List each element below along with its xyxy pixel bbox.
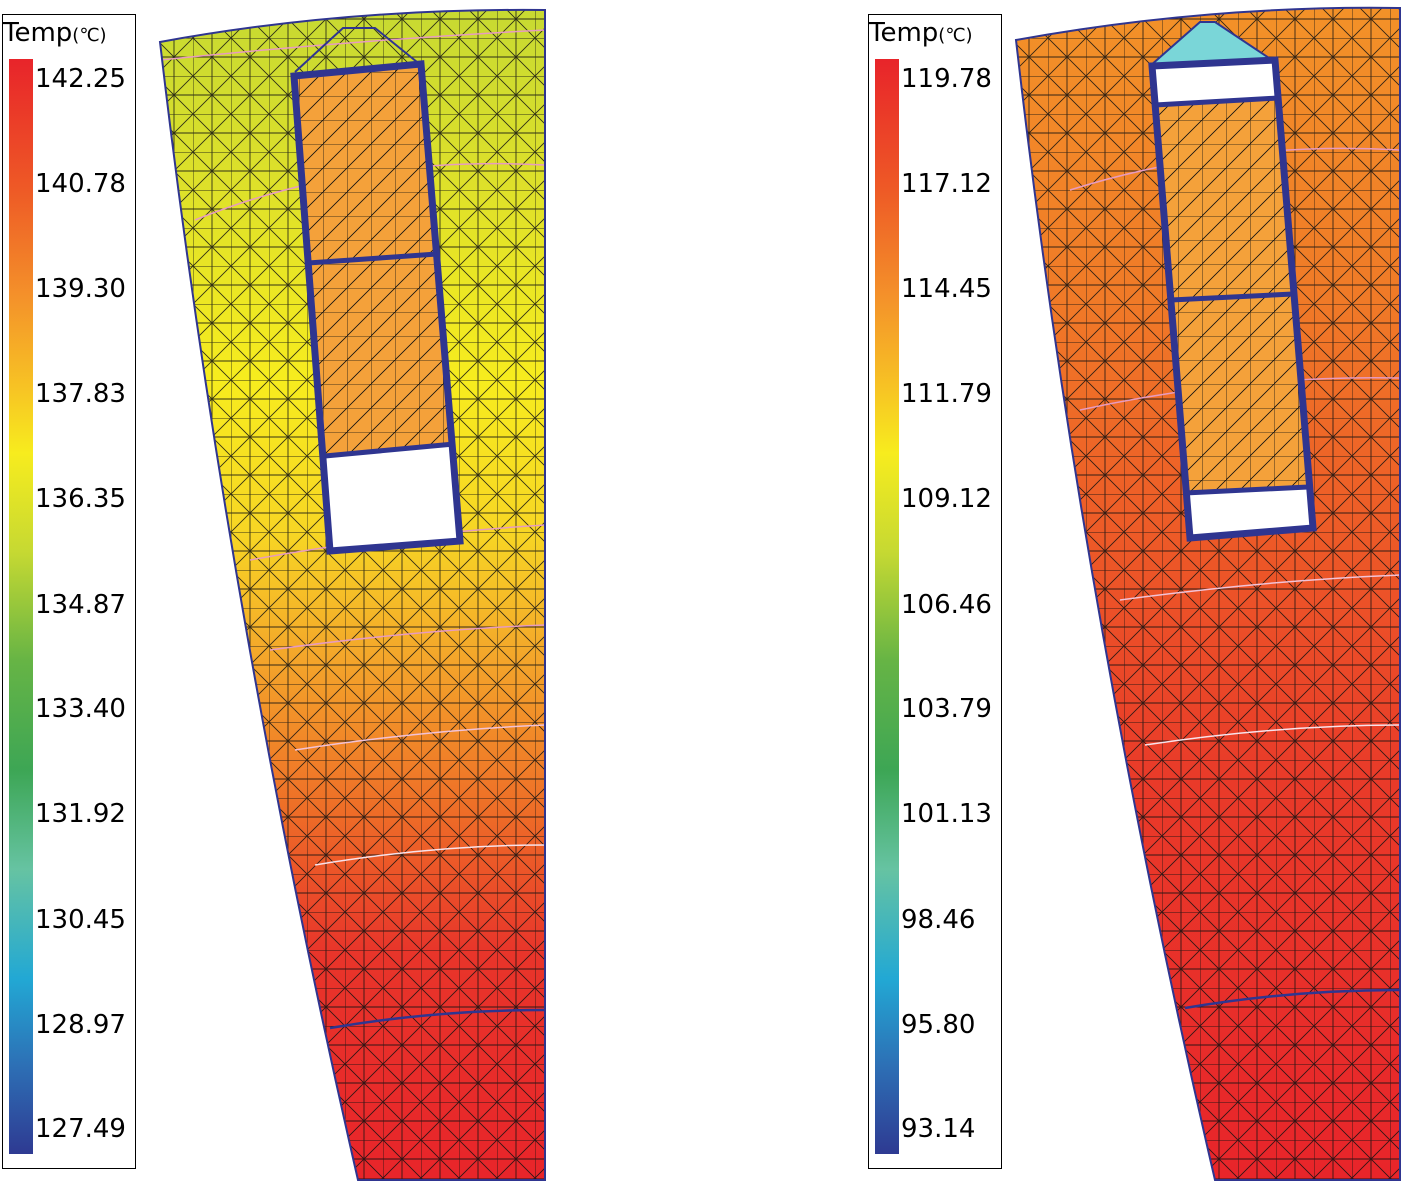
color-scale-bar bbox=[9, 59, 33, 1154]
legend-tick: 93.14 bbox=[899, 1114, 978, 1144]
legend-tick: 130.45 bbox=[33, 905, 128, 935]
legend-tick: 117.12 bbox=[899, 169, 994, 199]
legend-title: Temp(℃) bbox=[869, 18, 973, 48]
legend-tick: 114.45 bbox=[899, 274, 994, 304]
legend-tick: 106.46 bbox=[899, 590, 994, 620]
legend-tick: 140.78 bbox=[33, 169, 128, 199]
legend-tick: 139.30 bbox=[33, 274, 128, 304]
legend-tick: 95.80 bbox=[899, 1010, 978, 1040]
legend-tick: 134.87 bbox=[33, 590, 128, 620]
legend-tick: 109.12 bbox=[899, 484, 994, 514]
legend-tick: 127.49 bbox=[33, 1114, 128, 1144]
legend-tick: 101.13 bbox=[899, 799, 994, 829]
temperature-field-right bbox=[1010, 0, 1405, 1189]
legend-tick: 133.40 bbox=[33, 694, 128, 724]
legend-tick: 119.78 bbox=[899, 64, 994, 94]
legend-tick: 142.25 bbox=[33, 64, 128, 94]
rotor-slot-mesh-plot bbox=[158, 8, 546, 1181]
legend-tick: 136.35 bbox=[33, 484, 128, 514]
legend-tick: 131.92 bbox=[33, 799, 128, 829]
legend-title: Temp(℃) bbox=[3, 18, 107, 48]
legend-tick: 103.79 bbox=[899, 694, 994, 724]
legend-tick: 128.97 bbox=[33, 1010, 128, 1040]
temperature-legend-right: Temp(℃) 119.78 117.12 114.45 111.79 109.… bbox=[868, 14, 1002, 1169]
temperature-legend-left: Temp(℃) 142.25 140.78 139.30 137.83 136.… bbox=[2, 14, 136, 1169]
legend-tick: 137.83 bbox=[33, 379, 128, 409]
legend-tick: 111.79 bbox=[899, 379, 994, 409]
color-scale-bar bbox=[875, 59, 899, 1154]
rotor-slot-mesh-plot bbox=[1014, 6, 1401, 1181]
legend-tick: 98.46 bbox=[899, 905, 978, 935]
temperature-field-left bbox=[155, 0, 550, 1189]
